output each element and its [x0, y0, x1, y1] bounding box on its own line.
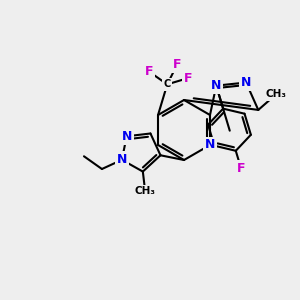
Text: N: N	[117, 153, 127, 166]
Text: F: F	[145, 65, 154, 78]
Text: F: F	[173, 58, 181, 71]
Text: N: N	[241, 76, 251, 89]
Text: CH₃: CH₃	[135, 186, 156, 197]
Text: C: C	[164, 79, 171, 89]
Text: N: N	[122, 130, 132, 143]
Text: F: F	[237, 161, 245, 175]
Text: N: N	[205, 139, 215, 152]
Text: F: F	[184, 71, 193, 85]
Text: N: N	[211, 79, 221, 92]
Text: CH₃: CH₃	[266, 89, 287, 99]
